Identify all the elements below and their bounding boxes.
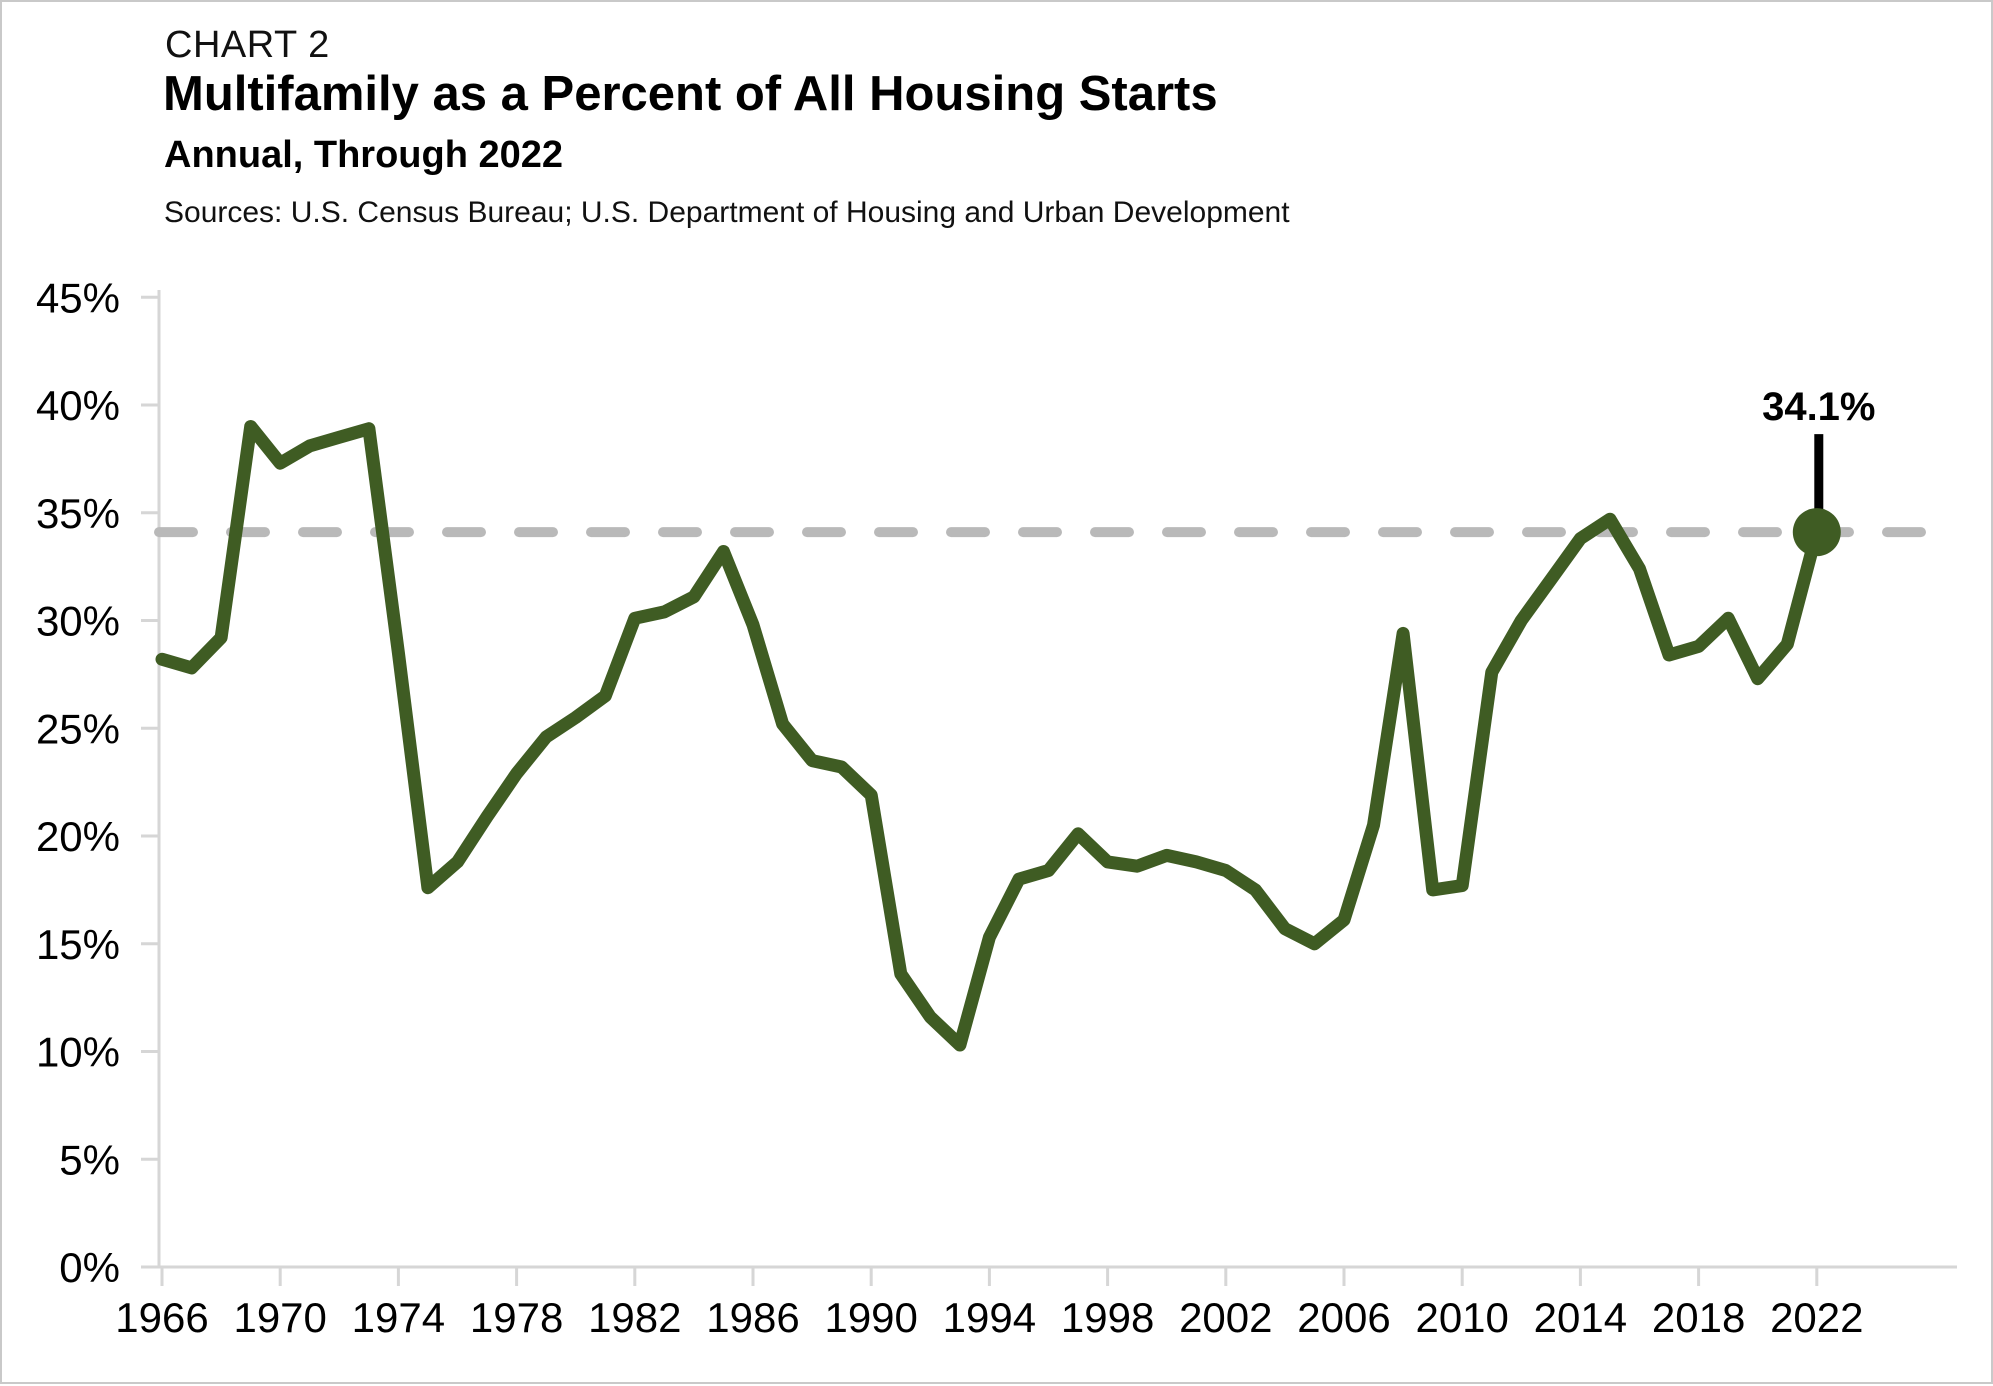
y-axis-tick-label: 0%: [59, 1244, 120, 1291]
x-axis-tick-label: 2002: [1179, 1294, 1272, 1341]
y-axis-tick-label: 40%: [36, 382, 120, 429]
x-axis-tick-label: 1994: [943, 1294, 1036, 1341]
x-axis-tick-label: 2006: [1297, 1294, 1390, 1341]
series-line: [155, 420, 1824, 1052]
x-axis-tick-label: 2010: [1415, 1294, 1508, 1341]
x-axis-tick-label: 1966: [115, 1294, 208, 1341]
x-axis-tick-label: 1982: [588, 1294, 681, 1341]
x-axis-tick-label: 1978: [470, 1294, 563, 1341]
endpoint-value-label: 34.1%: [1762, 385, 1875, 429]
x-axis-tick-label: 2018: [1652, 1294, 1745, 1341]
x-axis-tick-label: 1998: [1061, 1294, 1154, 1341]
x-axis-tick-label: 1986: [706, 1294, 799, 1341]
y-axis-tick-label: 45%: [36, 274, 120, 321]
x-axis-tick-label: 2022: [1770, 1294, 1863, 1341]
x-axis-tick-label: 2014: [1534, 1294, 1627, 1341]
page-title: Multifamily as a Percent of All Housing …: [163, 67, 1218, 121]
x-axis-tick-label: 1990: [824, 1294, 917, 1341]
chart-kicker: CHART 2: [165, 24, 330, 66]
y-axis-tick-label: 5%: [59, 1136, 120, 1183]
endpoint-dot: [1792, 508, 1841, 557]
chart-subtitle: Annual, Through 2022: [164, 134, 564, 176]
y-axis-tick-label: 15%: [36, 921, 120, 968]
y-axis-tick-label: 25%: [36, 705, 120, 752]
y-axis-tick-label: 10%: [36, 1029, 120, 1076]
x-axis-tick-label: 1974: [352, 1294, 445, 1341]
chart-sources: Sources: U.S. Census Bureau; U.S. Depart…: [164, 196, 1290, 229]
y-axis-tick-label: 20%: [36, 813, 120, 860]
x-axis-tick-label: 1970: [233, 1294, 326, 1341]
y-axis-tick-label: 35%: [36, 490, 120, 537]
axis-lines: [157, 290, 1957, 1269]
y-axis-tick-label: 30%: [36, 598, 120, 645]
